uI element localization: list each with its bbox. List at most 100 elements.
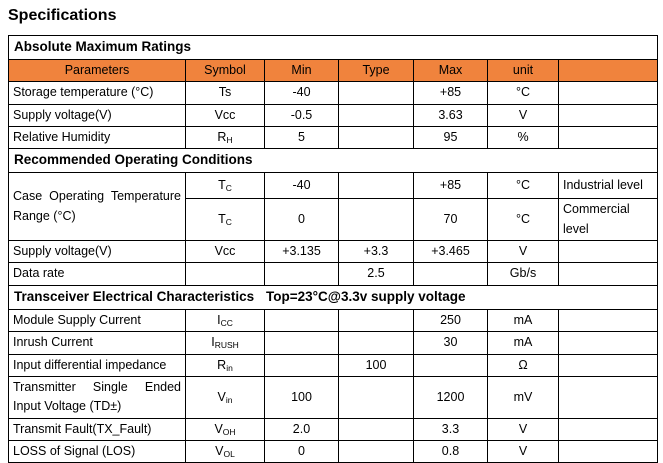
max-cell: +85 xyxy=(413,172,488,200)
param-cell: Inrush Current xyxy=(8,331,186,355)
min-cell: -0.5 xyxy=(264,103,339,128)
table-row: Case Operating Temperature Range (°C) TC… xyxy=(8,172,658,242)
type-cell: 2.5 xyxy=(338,262,414,286)
note-cell xyxy=(558,126,658,150)
symbol-cell: Ts xyxy=(185,81,265,105)
unit-cell: Gb/s xyxy=(487,262,559,286)
table-row: Inrush Current IRUSH 30 mA xyxy=(8,331,658,355)
type-cell: +3.3 xyxy=(338,240,414,264)
min-cell: -40 xyxy=(264,172,339,200)
col-header-min: Min xyxy=(264,58,339,83)
note-cell: Industrial level xyxy=(558,172,658,200)
col-header-max: Max xyxy=(413,58,488,83)
col-header-symbol: Symbol xyxy=(185,58,265,83)
param-cell: Module Supply Current xyxy=(8,308,186,333)
note-cell xyxy=(558,331,658,355)
min-cell xyxy=(264,331,339,355)
type-cell xyxy=(338,172,414,200)
symbol-cell: TC xyxy=(185,198,265,242)
param-cell: Data rate xyxy=(8,262,186,286)
unit-cell: mA xyxy=(487,308,559,333)
symbol-cell: Rin xyxy=(185,353,265,377)
symbol-cell: VOH xyxy=(185,417,265,442)
symbol-cell: Vin xyxy=(185,375,265,419)
max-cell: 70 xyxy=(413,198,488,242)
table-row: Transmit Fault(TX_Fault) VOH 2.0 3.3 V xyxy=(8,417,658,442)
col-header-parameters: Parameters xyxy=(8,58,186,83)
min-cell: 100 xyxy=(264,375,339,419)
section-header-row: Absolute Maximum Ratings xyxy=(8,35,658,60)
symbol-cell: Vcc xyxy=(185,240,265,264)
table-row: Supply voltage(V) Vcc -0.5 3.63 V xyxy=(8,103,658,128)
table-row: Data rate 2.5 Gb/s xyxy=(8,262,658,286)
section-subtitle: Top=23°C@3.3v supply voltage xyxy=(266,288,466,304)
param-cell: Supply voltage(V) xyxy=(8,103,186,128)
note-cell xyxy=(558,262,658,286)
min-cell: 0 xyxy=(264,198,339,242)
param-cell: Relative Humidity xyxy=(8,126,186,150)
param-cell: Supply voltage(V) xyxy=(8,240,186,264)
unit-cell: V xyxy=(487,240,559,264)
note-cell: Commercial level xyxy=(558,198,658,242)
note-cell xyxy=(558,353,658,377)
max-cell xyxy=(413,262,488,286)
note-cell xyxy=(558,103,658,128)
unit-cell: V xyxy=(487,103,559,128)
type-cell xyxy=(338,417,414,442)
section-header-row: Recommended Operating Conditions xyxy=(8,148,658,174)
note-cell xyxy=(558,375,658,419)
table-row: Module Supply Current ICC 250 mA xyxy=(8,308,658,333)
unit-cell: °C xyxy=(487,198,559,242)
min-cell: 5 xyxy=(264,126,339,150)
max-cell: 3.3 xyxy=(413,417,488,442)
col-header-type: Type xyxy=(338,58,414,83)
unit-cell: V xyxy=(487,417,559,442)
param-cell: Input differential impedance xyxy=(8,353,186,377)
param-cell: Storage temperature (°C) xyxy=(8,81,186,105)
column-header-row: Parameters Symbol Min Type Max unit xyxy=(8,58,658,83)
note-cell xyxy=(558,417,658,442)
param-cell: Transmit Fault(TX_Fault) xyxy=(8,417,186,442)
param-cell: Case Operating Temperature Range (°C) xyxy=(8,172,186,242)
note-cell xyxy=(558,81,658,105)
note-cell xyxy=(558,240,658,264)
type-cell xyxy=(338,198,414,242)
specifications-table: Absolute Maximum Ratings Parameters Symb… xyxy=(8,35,658,463)
table-row: Storage temperature (°C) Ts -40 +85 °C xyxy=(8,81,658,105)
table-row: Relative Humidity RH 5 95 % xyxy=(8,126,658,150)
unit-cell: Ω xyxy=(487,353,559,377)
max-cell: +3.465 xyxy=(413,240,488,264)
symbol-cell: RH xyxy=(185,126,265,150)
symbol-cell: ICC xyxy=(185,308,265,333)
min-cell: +3.135 xyxy=(264,240,339,264)
unit-cell: % xyxy=(487,126,559,150)
type-cell xyxy=(338,81,414,105)
unit-cell: °C xyxy=(487,172,559,200)
type-cell xyxy=(338,375,414,419)
param-cell: Transmitter Single Ended Input Voltage (… xyxy=(8,375,186,419)
type-cell: 100 xyxy=(338,353,414,377)
max-cell: 30 xyxy=(413,331,488,355)
min-cell xyxy=(264,353,339,377)
table-row: Supply voltage(V) Vcc +3.135 +3.3 +3.465… xyxy=(8,240,658,264)
col-header-note xyxy=(558,58,658,83)
symbol-cell: Vcc xyxy=(185,103,265,128)
table-row: Input differential impedance Rin 100 Ω xyxy=(8,353,658,377)
symbol-cell: IRUSH xyxy=(185,331,265,355)
col-header-unit: unit xyxy=(487,58,559,83)
section-title: Recommended Operating Conditions xyxy=(8,148,658,174)
max-cell: 95 xyxy=(413,126,488,150)
symbol-cell xyxy=(185,262,265,286)
table-row: TC 0 70 °C Commercial level xyxy=(9,198,658,242)
min-cell: -40 xyxy=(264,81,339,105)
page-title: Specifications xyxy=(8,7,117,24)
max-cell: 250 xyxy=(413,308,488,333)
unit-cell: mA xyxy=(487,331,559,355)
max-cell xyxy=(413,353,488,377)
min-cell xyxy=(264,262,339,286)
type-cell xyxy=(338,126,414,150)
min-cell: 2.0 xyxy=(264,417,339,442)
symbol-cell: TC xyxy=(185,172,265,200)
table-row: Transmitter Single Ended Input Voltage (… xyxy=(8,375,658,419)
